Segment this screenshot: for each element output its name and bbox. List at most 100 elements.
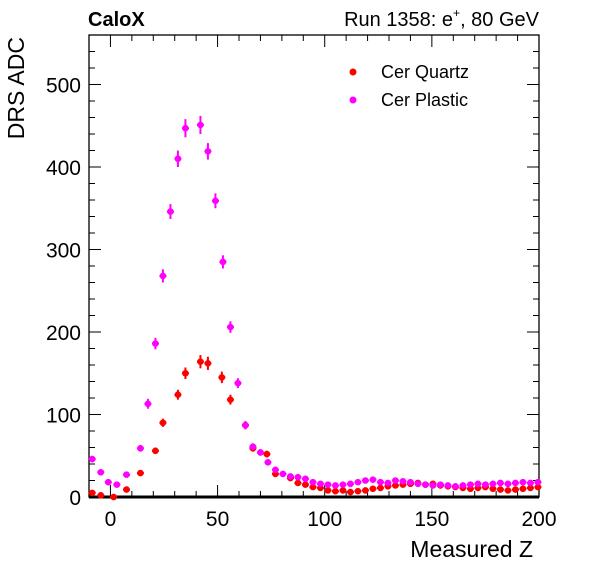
data-point (97, 468, 105, 476)
data-point (137, 445, 144, 452)
x-tick-label: 50 (206, 508, 229, 531)
data-point (369, 485, 377, 493)
data-point (287, 473, 294, 480)
data-point (452, 482, 459, 490)
data-point (414, 480, 422, 488)
data-point (123, 471, 130, 479)
data-point (339, 481, 347, 488)
data-point (489, 480, 497, 488)
data-point (467, 481, 474, 488)
data-point (249, 443, 257, 450)
y-tick-label: 200 (46, 322, 81, 345)
data-point (272, 466, 279, 474)
data-point (88, 489, 96, 497)
x-tick-label: 200 (521, 508, 556, 531)
data-point (362, 487, 369, 494)
data-point (123, 486, 130, 493)
data-point (227, 323, 234, 331)
data-point (219, 258, 227, 266)
data-point (504, 487, 512, 494)
data-point (429, 482, 437, 489)
data-point (534, 483, 542, 491)
legend-label: Cer Quartz (381, 62, 469, 82)
data-point (497, 486, 504, 493)
data-point (324, 487, 332, 494)
data-point (197, 121, 204, 129)
data-point (294, 479, 302, 487)
data-point (512, 479, 519, 487)
tick-labels: 0 50 100 150 200 0 100 200 300 400 500 (46, 75, 557, 532)
y-tick-label: 100 (46, 405, 81, 428)
data-point (113, 481, 121, 488)
data-point (347, 480, 354, 488)
data-point (182, 124, 189, 132)
data-point (182, 369, 189, 377)
data-point (263, 450, 271, 458)
data-point (324, 481, 332, 488)
data-point (354, 478, 362, 486)
data-point (377, 484, 384, 492)
data-point (489, 485, 497, 493)
data-point (459, 482, 467, 489)
data-point (174, 391, 182, 399)
run-text: Run 1358: e (344, 9, 453, 31)
y-tick-label: 400 (46, 157, 81, 180)
data-point (527, 484, 534, 492)
data-point (384, 479, 392, 487)
legend-marker (349, 68, 357, 76)
data-point (399, 478, 407, 485)
data-point (227, 396, 234, 403)
data-point (377, 478, 384, 486)
data-point (519, 485, 527, 493)
data-point (97, 492, 105, 499)
data-point (279, 470, 287, 478)
data-point (144, 400, 152, 408)
data-point (110, 493, 117, 501)
data-point (347, 488, 354, 496)
data-point (294, 473, 302, 481)
data-point (104, 478, 112, 486)
data-point (167, 208, 174, 215)
data-point (204, 148, 212, 155)
legend-label: Cer Plastic (381, 90, 468, 110)
data-point (422, 481, 429, 488)
data-point (512, 486, 519, 493)
data-point (332, 482, 339, 489)
data-point (519, 478, 527, 486)
data-point (474, 480, 482, 488)
legend: Cer Quartz Cer Plastic (349, 62, 469, 110)
data-point (392, 482, 399, 489)
series-cer-plastic (88, 115, 542, 490)
data-point (504, 480, 512, 488)
data-point (527, 479, 534, 487)
data-point (407, 478, 414, 486)
calox-label: CaloX (88, 9, 145, 31)
data-point (392, 477, 399, 484)
data-point (369, 476, 377, 483)
y-axis-label: DRS ADC (3, 37, 29, 139)
data-point (204, 360, 212, 367)
data-point (212, 197, 219, 205)
x-tick-label: 100 (307, 508, 342, 531)
data-point (534, 478, 542, 486)
run-suffix: , 80 GeV (460, 9, 540, 31)
x-tick-label: 150 (414, 508, 449, 531)
data-point (264, 459, 272, 466)
data-point (257, 449, 264, 456)
y-tick-label: 500 (46, 75, 81, 98)
data-point (159, 272, 167, 280)
data-point (137, 469, 144, 477)
data-point (242, 421, 249, 429)
data-points (88, 115, 542, 501)
legend-marker (349, 96, 357, 104)
data-point (159, 419, 167, 427)
x-tick-label: 0 (105, 508, 117, 531)
data-point (309, 483, 317, 491)
data-point (309, 478, 317, 486)
data-point (332, 487, 339, 495)
data-point (174, 155, 182, 163)
data-point (152, 447, 159, 455)
y-tick-label: 300 (46, 240, 81, 263)
data-point (444, 482, 452, 489)
